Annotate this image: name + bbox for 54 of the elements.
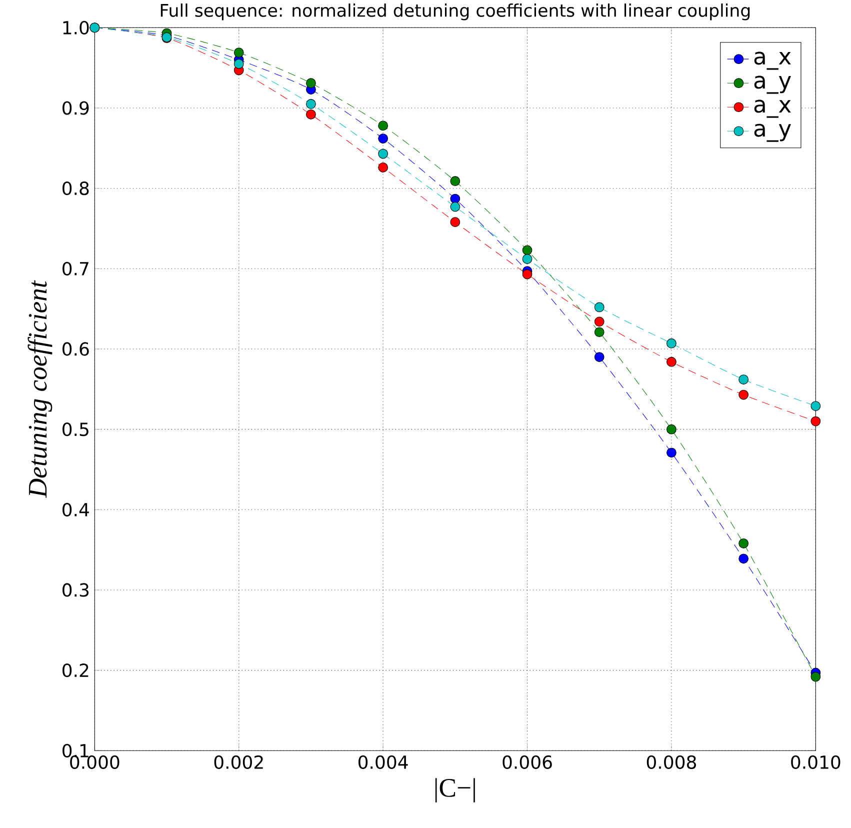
point	[522, 254, 532, 264]
point	[450, 176, 460, 186]
point	[666, 424, 676, 434]
y-tick-label: 0.8	[62, 182, 89, 196]
point	[738, 554, 748, 564]
x-tick-label: 0.010	[791, 755, 840, 769]
legend-label: a_x	[754, 100, 791, 118]
point	[306, 109, 316, 120]
point	[594, 302, 604, 312]
point	[306, 78, 316, 88]
point	[378, 120, 388, 131]
point	[810, 672, 821, 682]
point	[450, 202, 460, 212]
y-axis-title: Detuning coefficient	[28, 280, 52, 498]
point	[666, 338, 676, 348]
point	[378, 148, 388, 159]
y-tick-label: 0.2	[62, 664, 88, 678]
x-tick-label: 0.004	[358, 755, 408, 769]
x-tick-label: 0.008	[646, 755, 696, 769]
point	[234, 58, 244, 69]
point	[522, 245, 532, 256]
point	[306, 99, 316, 109]
y-tick-label: 0.9	[62, 101, 89, 115]
point	[738, 374, 748, 384]
chart-title: Full sequence: normalized detuning coefficients with linear coupling	[160, 4, 750, 20]
point	[666, 356, 676, 367]
point	[234, 48, 244, 58]
legend-label: a_y	[754, 76, 791, 94]
point	[522, 269, 532, 280]
point	[810, 416, 821, 426]
x-tick-label: 0.002	[214, 755, 263, 769]
x-tick-label: 0.000	[70, 755, 120, 769]
legend-label: a_y	[754, 124, 791, 142]
y-tick-label: 0.1	[62, 744, 88, 758]
point	[450, 194, 460, 204]
point	[594, 352, 604, 362]
y-tick-label: 0.7	[62, 262, 88, 276]
point	[378, 134, 388, 144]
point	[738, 538, 748, 548]
point	[810, 401, 821, 411]
point	[594, 316, 604, 327]
point	[666, 448, 676, 458]
legend-label: a_x	[754, 52, 791, 70]
x-tick-label: 0.006	[502, 755, 552, 769]
y-tick-label: 0.6	[62, 342, 89, 356]
x-axis-title: |C−|	[435, 778, 475, 802]
point	[450, 217, 460, 228]
y-tick-label: 1.0	[63, 20, 89, 34]
y-tick-label: 0.4	[62, 502, 89, 516]
y-tick-label: 0.5	[62, 422, 88, 436]
point	[594, 327, 604, 338]
point	[378, 162, 388, 172]
y-tick-label: 0.3	[62, 583, 89, 597]
point	[738, 390, 748, 400]
